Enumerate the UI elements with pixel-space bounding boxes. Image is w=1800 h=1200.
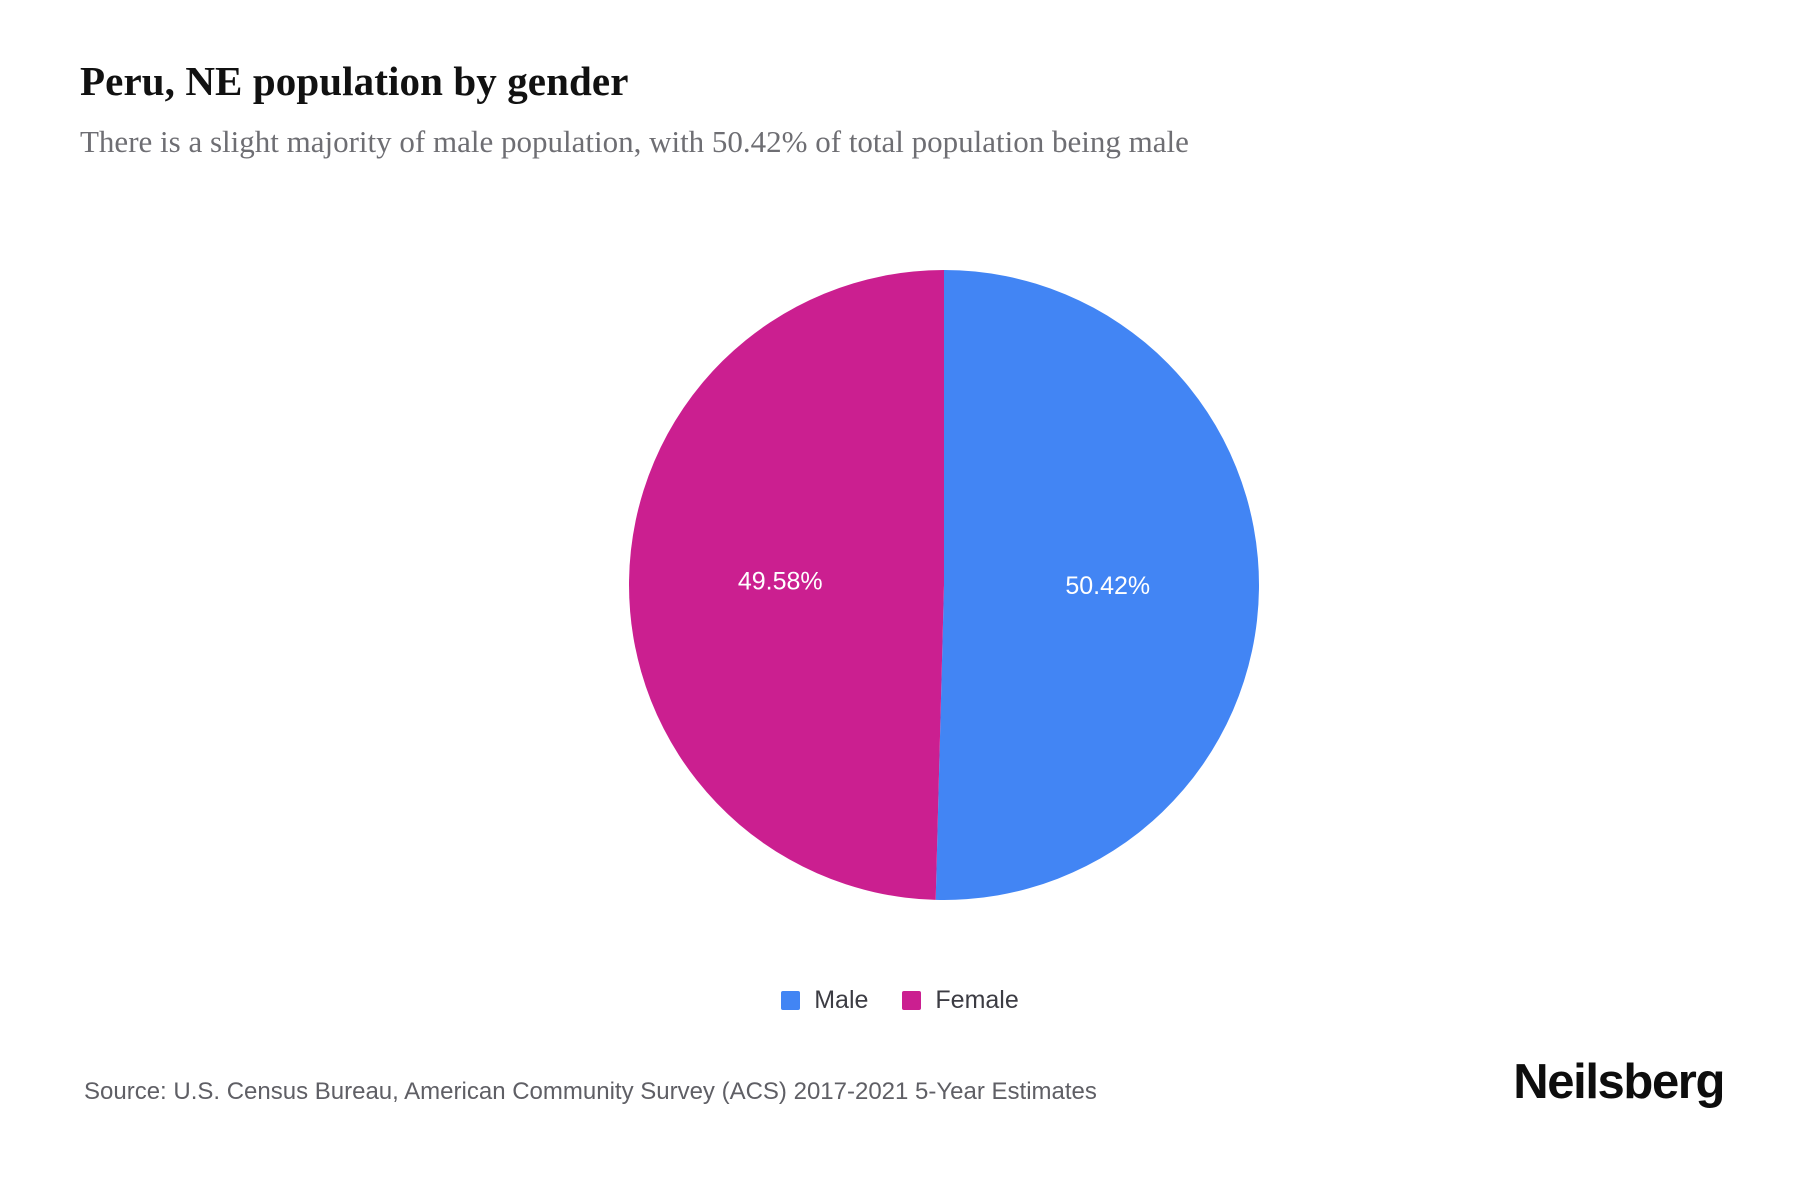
legend-swatch-female-icon xyxy=(902,991,922,1010)
legend-swatch-male-icon xyxy=(781,991,801,1010)
legend-label-male: Male xyxy=(814,986,869,1014)
brand-logo: Neilsberg xyxy=(1513,1055,1725,1109)
legend-label-female: Female xyxy=(935,986,1019,1014)
pie-label-male: 50.42% xyxy=(1065,572,1150,600)
legend-item-male[interactable]: Male xyxy=(781,988,868,1013)
chart-legend: Male Female xyxy=(0,988,1800,1013)
pie-label-female: 49.58% xyxy=(738,567,823,595)
pie-chart-svg: 50.42% 49.58% xyxy=(629,270,1260,900)
pie-chart: 50.42% 49.58% xyxy=(629,270,1260,900)
pie-slice-female[interactable] xyxy=(629,270,944,900)
pie-slice-male[interactable] xyxy=(935,270,1260,900)
legend-item-female[interactable]: Female xyxy=(902,986,1019,1014)
chart-subtitle: There is a slight majority of male popul… xyxy=(80,124,1189,159)
page-title: Peru, NE population by gender xyxy=(80,58,629,104)
source-note: Source: U.S. Census Bureau, American Com… xyxy=(84,1078,1097,1105)
